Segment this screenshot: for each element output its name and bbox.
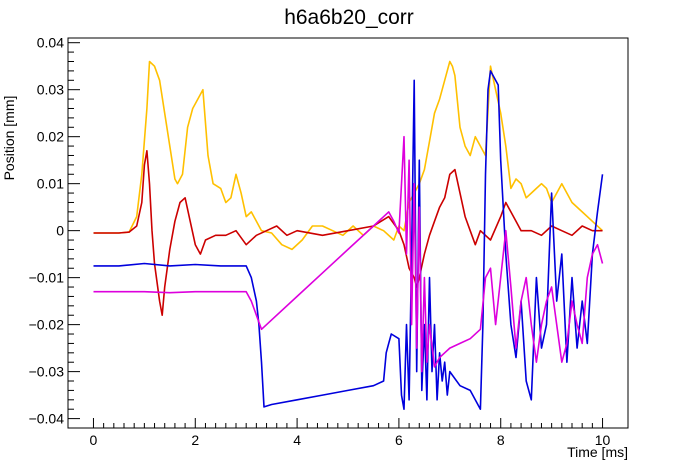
y-tick-label: 0.02 <box>37 129 64 145</box>
y-tick-label: 0.04 <box>37 35 64 51</box>
x-axis: 0 2 4 6 8 10 <box>90 418 611 448</box>
x-tick-label: 4 <box>293 432 301 448</box>
y-tick-label: 0.03 <box>37 82 64 98</box>
x-tick-label: 8 <box>497 432 505 448</box>
series-line-4 <box>93 135 604 373</box>
x-axis-label: Time [ms] <box>567 444 628 460</box>
y-tick-label: −0.03 <box>29 364 65 380</box>
y-tick-label: 0 <box>56 223 64 239</box>
x-tick-label: 10 <box>595 432 611 448</box>
series-line-2 <box>93 150 603 316</box>
plot-series <box>93 60 604 410</box>
y-tick-label: 0.01 <box>37 176 64 192</box>
y-tick-label: −0.04 <box>29 411 65 427</box>
chart-title: h6a6b20_corr <box>284 6 414 29</box>
x-tick-label: 6 <box>395 432 403 448</box>
y-axis-label: Position [mm] <box>1 96 17 181</box>
x-tick-label: 0 <box>90 432 98 448</box>
series-line-1 <box>93 60 604 251</box>
y-tick-label: −0.02 <box>29 317 65 333</box>
x-tick-label: 2 <box>191 432 199 448</box>
y-tick-label: −0.01 <box>29 270 65 286</box>
y-axis: −0.04 −0.03 −0.02 −0.01 0 0.01 0.02 0.03 0.04 <box>29 35 80 427</box>
series-line-3 <box>93 70 604 410</box>
